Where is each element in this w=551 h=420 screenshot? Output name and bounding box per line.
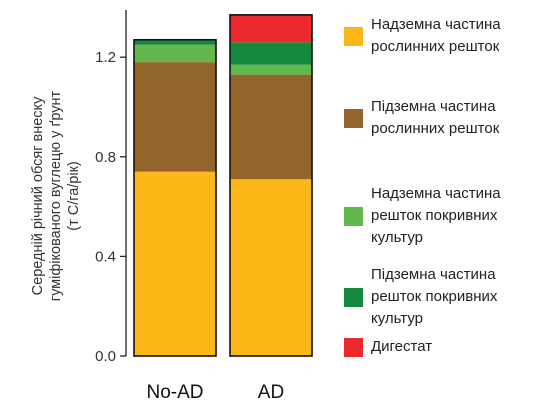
legend-label-line: решток покривних [371,288,498,305]
legend-label: Дигестат [371,336,432,358]
legend-swatch [344,27,363,46]
bar-outline [229,14,313,357]
legend-label-line: рослинних решток [371,38,500,55]
y-tick-label: 1.2 [95,49,116,66]
legend-label-line: Надземна частина [371,185,501,202]
legend-swatch [344,109,363,128]
legend-label-line: рослинних решток [371,120,500,137]
bar-outline [133,38,217,357]
category-label: AD [258,382,284,403]
y-axis-label-line: Середній річний обсяг внеску [30,96,46,295]
legend-label: Надземна частина решток покривних культур [371,183,501,249]
bar-segment [134,171,216,356]
legend-label-line: культур [371,310,424,327]
y-axis: 0.0 0.4 0.8 1.2 [95,10,127,365]
legend-label-line: Підземна частина [371,266,496,283]
bar-segment [134,62,216,172]
legend-label-line: Дигестат [371,338,433,355]
y-tick-label: 0.0 [95,348,116,365]
bar-segment [230,14,312,43]
legend-swatch [344,207,363,226]
bar-segment [230,64,312,75]
legend-label-line: решток покривних [371,207,498,224]
bar-segment [134,44,216,63]
y-axis-label: Середній річний обсяг внеску гуміфіковано… [30,90,82,301]
legend-label-line: культур [371,229,424,246]
legend-label: Підземна частина решток покривних культур [371,264,497,330]
legend-swatch [344,288,363,307]
y-axis-label-line: гуміфікованого вуглецю у ґрунт [48,90,64,301]
category-labels: No-AD AD [146,382,284,403]
bar-segment [230,74,312,180]
legend-label: Надземна частина рослинних решток [371,14,501,58]
legend-label-line: Підземна частина [371,98,496,115]
y-tick-label: 0.4 [95,248,116,265]
bar-segment [134,39,216,45]
y-tick-label: 0.8 [95,149,116,166]
legend-label: Підземна частина рослинних решток [371,96,499,140]
legend-swatch [344,338,363,357]
category-label: No-AD [146,382,203,403]
y-axis-label-line: (т С/га/рік) [66,161,82,231]
bars [133,14,313,357]
bar-segment [230,179,312,356]
bar-segment [230,42,312,65]
legend-label-line: Надземна частина [371,16,501,33]
